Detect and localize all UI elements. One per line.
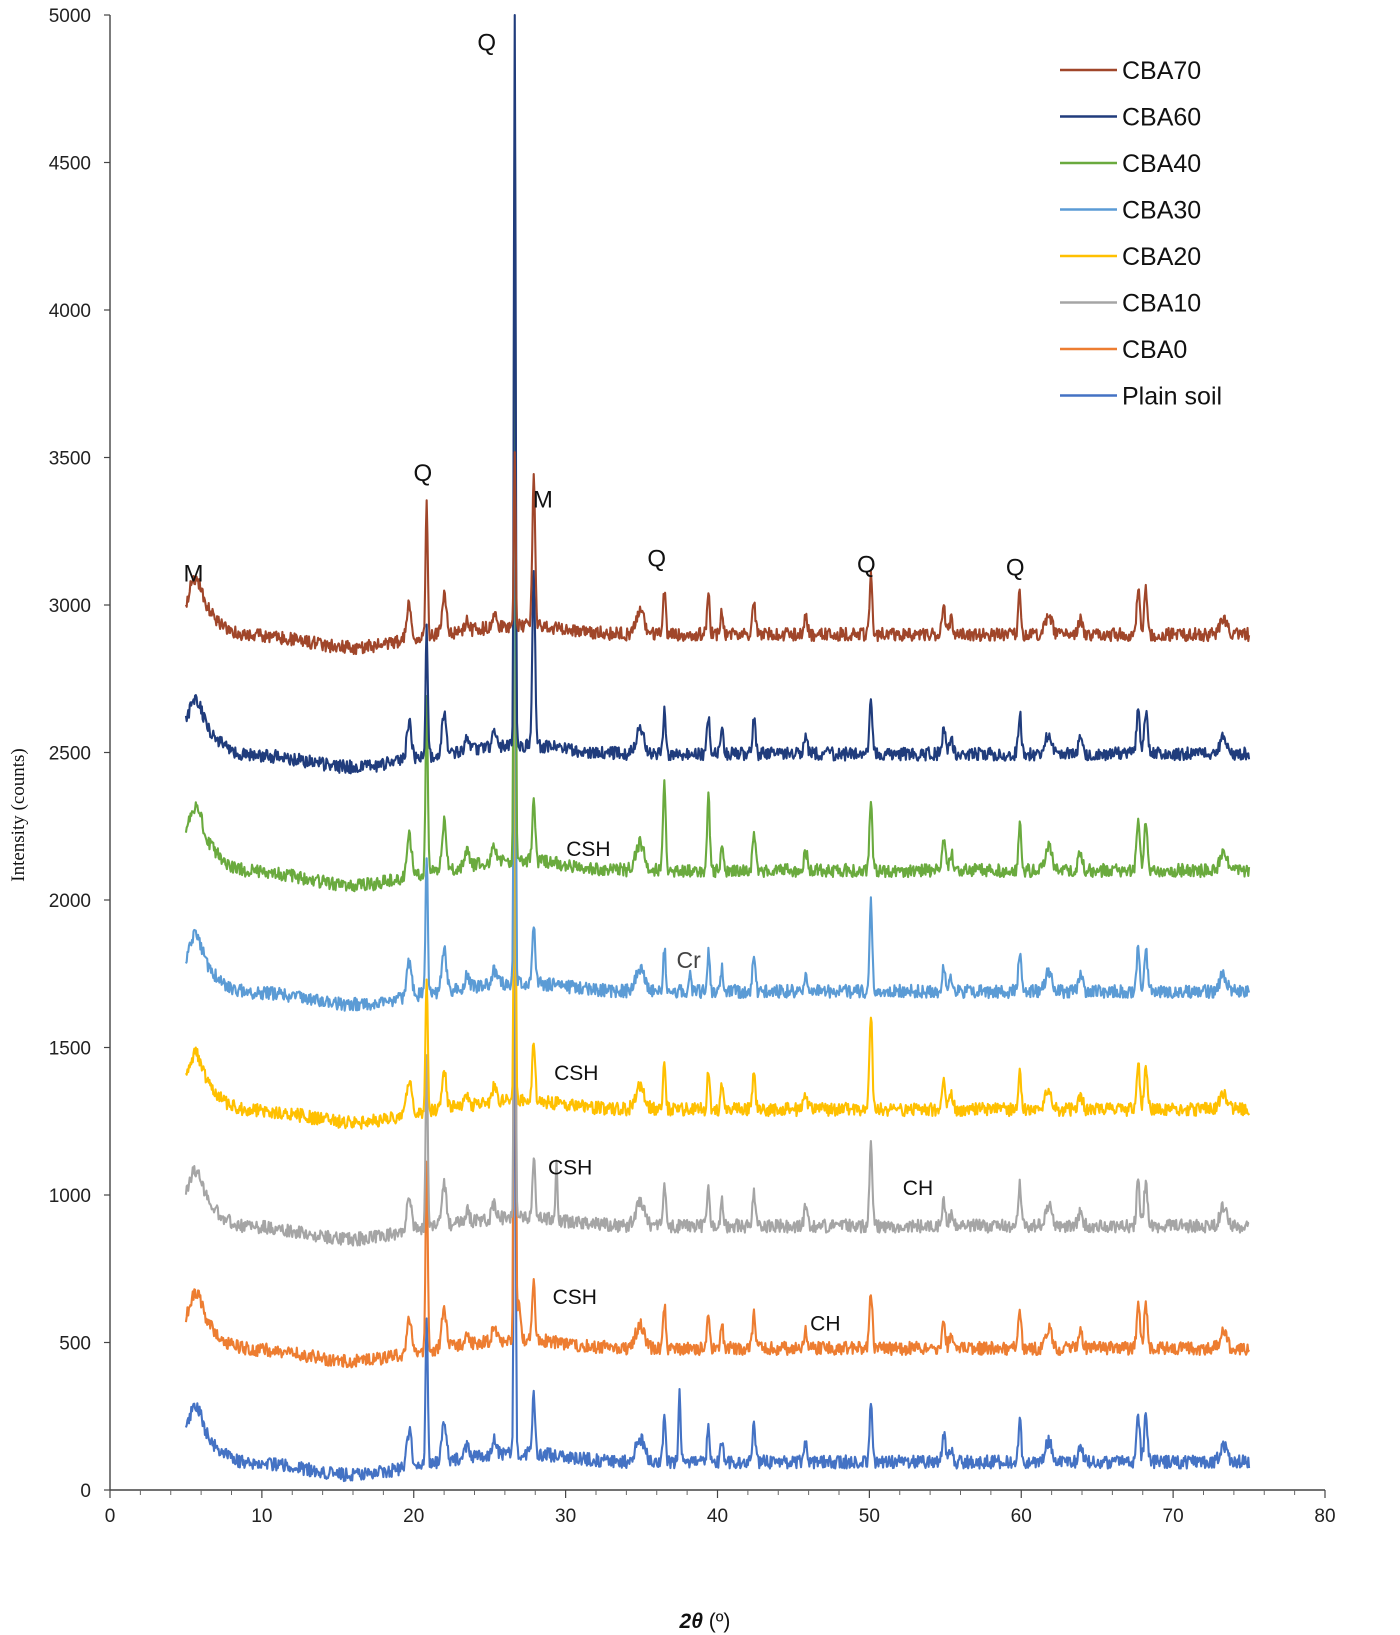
y-tick-label: 4000 [49,301,91,322]
legend-label: CBA20 [1122,243,1201,271]
peak-label: Q [414,460,433,487]
legend-label: CBA30 [1122,197,1201,225]
legend-label: Plain soil [1122,383,1222,411]
y-tick-label: 4500 [49,154,91,175]
series-line-cba60 [184,13,1251,775]
x-axis-unit: (º) [703,1610,731,1633]
series-line-cba30 [184,316,1251,1012]
y-tick-label: 2500 [49,744,91,765]
axes: 0 10 20 30 40 50 60 70 80 0 500 1000 1500 2000 2500 300… [49,6,1336,1527]
legend-label: CBA70 [1122,57,1201,85]
y-tick-label: 3000 [49,596,91,617]
series-line-cba10 [184,718,1250,1247]
series-line-cba0 [184,451,1250,1369]
legend: CBA70 CBA60 CBA40 CBA30 CBA20 CBA10 CBA0 Plain … [1060,57,1222,411]
peak-label: Cr [677,947,702,973]
peak-label: M [533,487,553,514]
x-tick-label: 80 [1314,1506,1335,1527]
x-tick-label: 60 [1011,1506,1032,1527]
peak-label: Q [647,546,666,573]
x-tick-label: 0 [105,1506,116,1527]
x-axis-title: 2θ (º) [679,1610,731,1633]
y-axis-title: Intensity (counts) [8,748,29,882]
series-line-cba40 [184,81,1251,893]
peak-label: CSH [553,1286,597,1309]
series-line-cba20 [184,541,1250,1130]
legend-label: CBA60 [1122,104,1201,132]
legend-label: CBA10 [1122,290,1201,318]
y-tick-label: 1000 [49,1186,91,1207]
peak-label: Q [477,29,496,56]
y-tick-label: 500 [59,1334,91,1355]
peak-label: M [184,560,204,587]
y-tick-label: 0 [80,1481,91,1502]
peak-label: CSH [548,1156,592,1179]
series-line-cba70 [184,451,1251,656]
legend-label: CBA40 [1122,150,1201,178]
peak-label: Q [1006,555,1025,582]
x-tick-label: 30 [555,1506,576,1527]
y-tick-label: 3500 [49,449,91,470]
annotation-layer: Q Q M M Q Q Q CSH Cr CSH CSH CH CSH CH [184,29,1025,1335]
peak-label: Q [857,552,876,579]
y-tick-label: 1500 [49,1039,91,1060]
y-tick-label: 2000 [49,891,91,912]
y-tick-label: 5000 [49,6,91,27]
x-tick-label: 10 [251,1506,272,1527]
x-tick-label: 70 [1163,1506,1184,1527]
x-axis-symbol: 2θ [679,1610,704,1633]
series-line-plain-soil [184,881,1251,1483]
x-tick-label: 50 [859,1506,880,1527]
peak-label: CSH [554,1062,598,1085]
peak-label: CH [903,1177,933,1200]
x-tick-label: 40 [707,1506,728,1527]
legend-label: CBA0 [1122,336,1187,364]
series-layer [184,13,1251,1483]
peak-label: CH [810,1313,840,1336]
peak-label: CSH [566,838,610,861]
x-tick-label: 20 [403,1506,424,1527]
